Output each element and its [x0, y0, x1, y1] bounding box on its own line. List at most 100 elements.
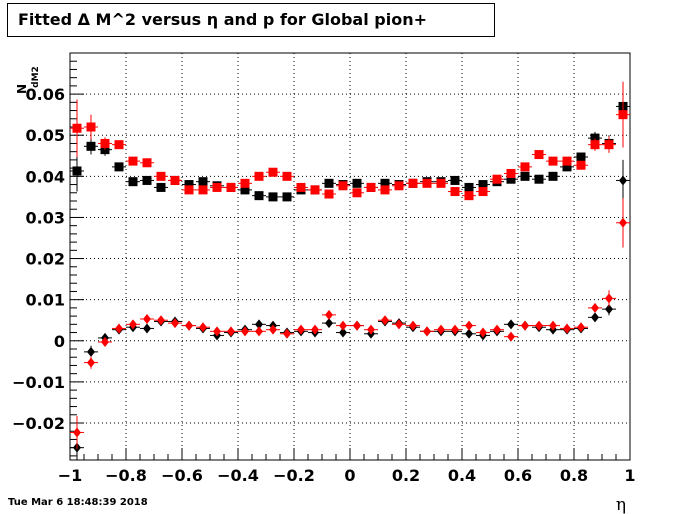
data-point — [73, 427, 81, 438]
data-point — [619, 175, 627, 186]
data-point — [156, 182, 166, 192]
data-point — [282, 192, 292, 202]
data-point — [465, 328, 473, 339]
data-point — [465, 320, 473, 331]
data-point — [86, 141, 96, 151]
data-point — [87, 357, 95, 368]
data-point — [283, 328, 291, 339]
data-point — [268, 167, 278, 177]
data-point — [367, 324, 375, 335]
data-point — [535, 320, 543, 331]
chart-title: Fitted Δ M^2 versus η and p for Global p… — [7, 3, 495, 37]
data-point — [408, 178, 418, 188]
x-tick-label: 0.8 — [560, 466, 588, 485]
data-point — [72, 166, 82, 176]
data-point — [282, 171, 292, 181]
data-point — [324, 178, 334, 188]
data-point — [464, 191, 474, 201]
data-point — [142, 158, 152, 168]
data-point — [114, 140, 124, 150]
data-point — [129, 319, 137, 330]
data-point — [72, 123, 82, 133]
data-point — [324, 189, 334, 199]
data-point — [492, 174, 502, 184]
data-point — [618, 110, 628, 120]
data-point — [436, 178, 446, 188]
x-tick-label: −0.4 — [217, 466, 259, 485]
data-point — [171, 318, 179, 329]
x-tick-label: 0.6 — [504, 466, 532, 485]
data-point — [268, 192, 278, 202]
data-point — [534, 150, 544, 160]
data-point — [143, 323, 151, 334]
data-point — [240, 185, 250, 195]
y-axis-label-subscript: dM2 — [31, 66, 41, 88]
data-point — [156, 171, 166, 181]
data-point — [590, 133, 600, 143]
data-point — [549, 320, 557, 331]
axes: −1 −0.8 −0.6 −0.4 −0.2 0 0.2 0.4 0.6 0.8 1 −0.02 −0.… — [12, 52, 636, 485]
data-point — [563, 323, 571, 334]
data-point — [478, 180, 488, 190]
data-point — [380, 185, 390, 195]
data-point — [241, 326, 249, 337]
x-tick-label: 0.2 — [392, 466, 420, 485]
data-point — [115, 323, 123, 334]
data-point — [562, 156, 572, 166]
data-point — [114, 162, 124, 172]
series-3 — [70, 198, 630, 449]
data-point — [380, 178, 390, 188]
data-point — [548, 156, 558, 166]
data-point — [591, 312, 599, 323]
data-point — [142, 175, 152, 185]
x-tick-label: 1 — [624, 466, 635, 485]
data-point — [479, 327, 487, 338]
data-point — [521, 320, 529, 331]
grid — [70, 53, 630, 460]
plot-frame — [69, 52, 631, 461]
data-point — [366, 182, 376, 192]
data-point — [493, 324, 501, 335]
y-tick-label: 0.01 — [26, 291, 65, 310]
y-tick-label: 0.02 — [26, 250, 65, 269]
data-point — [577, 322, 585, 333]
data-point — [534, 174, 544, 184]
data-point — [198, 185, 208, 195]
data-point — [604, 140, 614, 150]
data-point — [240, 178, 250, 188]
timestamp: Tue Mar 6 18:48:39 2018 — [8, 497, 148, 508]
data-point — [507, 319, 515, 330]
data-point — [269, 324, 277, 335]
data-point — [409, 320, 417, 331]
data-point — [297, 324, 305, 335]
data-point — [352, 178, 362, 188]
data-point — [450, 175, 460, 185]
data-point — [506, 174, 516, 184]
y-tick-label: 0.05 — [26, 126, 65, 145]
data-point — [507, 331, 515, 342]
data-point — [338, 181, 348, 191]
x-tick-label: −0.2 — [273, 466, 315, 485]
y-axis-label: N — [15, 84, 29, 94]
data-point — [381, 315, 389, 326]
data-point — [339, 320, 347, 331]
data-point — [213, 326, 221, 337]
data-point — [395, 319, 403, 330]
x-tick-label: 0.4 — [448, 466, 476, 485]
data-point — [157, 315, 165, 326]
x-tick-label: 0 — [344, 466, 355, 485]
data-point — [548, 171, 558, 181]
data-point — [325, 318, 333, 329]
data-point — [605, 293, 613, 304]
data-point — [619, 217, 627, 228]
data-point — [128, 177, 138, 187]
data-point — [100, 138, 110, 148]
data-point — [310, 185, 320, 195]
data-point — [170, 175, 180, 185]
data-point — [478, 187, 488, 197]
y-tick-label: 0.04 — [26, 167, 65, 186]
data-point — [184, 180, 194, 190]
data-point — [520, 162, 530, 172]
x-tick-label: −0.6 — [161, 466, 203, 485]
